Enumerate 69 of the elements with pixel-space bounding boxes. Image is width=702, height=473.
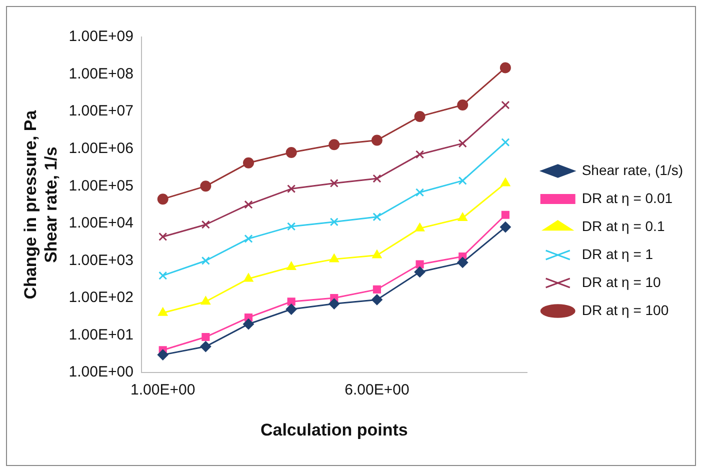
x-axis-title: Calculation points — [260, 420, 408, 440]
point — [158, 232, 168, 242]
point — [287, 184, 296, 194]
point — [286, 146, 297, 158]
point — [286, 304, 297, 315]
point — [244, 234, 253, 243]
point — [202, 332, 210, 342]
point — [286, 261, 296, 270]
point — [500, 222, 511, 233]
legend-label: Shear rate, (1/s) — [582, 162, 684, 178]
legend-label: DR at η = 0.01 — [582, 190, 673, 206]
point — [416, 260, 424, 268]
point — [157, 194, 168, 205]
point — [158, 271, 168, 280]
point — [501, 100, 510, 110]
point — [328, 139, 340, 150]
y-axis-title: Change in pressure, Pa Shear rate, 1/s — [20, 110, 60, 300]
point — [201, 220, 210, 229]
point — [416, 188, 424, 197]
point — [200, 296, 211, 305]
point — [458, 176, 467, 185]
legend-label: DR at η = 0.1 — [582, 218, 665, 234]
point — [200, 341, 212, 352]
y-tick-label: 1.00E+08 — [68, 65, 134, 82]
point — [330, 178, 338, 188]
point — [244, 273, 254, 282]
y-tick-label: 1.00E+00 — [68, 364, 134, 381]
legend-label: DR at η = 10 — [582, 274, 662, 290]
y-tick-label: 1.00E+04 — [68, 214, 134, 232]
point — [457, 256, 468, 268]
y-tick-label: 1.00E+01 — [68, 326, 134, 344]
y-tick-label: 1.00E+07 — [68, 102, 134, 120]
point — [371, 134, 382, 146]
y-tick-label: 1.00E+05 — [68, 177, 134, 194]
y-tick-label: 1.00E+06 — [68, 140, 134, 158]
y-tick-label: 1.00E+02 — [68, 289, 134, 306]
point — [457, 100, 468, 111]
point — [458, 212, 468, 221]
point — [416, 150, 424, 159]
point — [158, 307, 168, 316]
point — [500, 62, 511, 74]
point — [371, 294, 382, 306]
point — [458, 139, 467, 148]
point — [328, 298, 340, 310]
point — [201, 256, 210, 266]
point — [200, 180, 212, 192]
y-tick-label: 1.00E+03 — [68, 252, 134, 269]
legend-label: DR at η = 100 — [582, 302, 669, 318]
point — [330, 218, 338, 226]
point — [287, 298, 296, 306]
point — [329, 254, 339, 262]
point — [243, 157, 254, 168]
point — [157, 349, 168, 360]
point — [244, 200, 253, 209]
point — [372, 212, 382, 222]
y-tick-label: 1.00E+09 — [68, 28, 134, 46]
point — [372, 174, 382, 183]
point — [414, 222, 425, 232]
point — [243, 318, 254, 330]
legend-label: DR at η = 1 — [582, 246, 654, 262]
point — [500, 178, 510, 186]
point — [414, 266, 426, 278]
point — [414, 110, 426, 122]
point — [372, 285, 382, 294]
point — [287, 222, 296, 231]
point — [501, 138, 510, 147]
point — [372, 250, 382, 258]
point — [501, 210, 510, 219]
x-tick-label: 6.00E+00 — [344, 382, 410, 399]
